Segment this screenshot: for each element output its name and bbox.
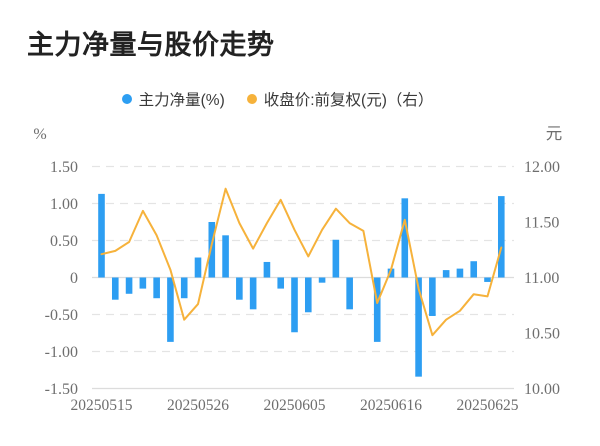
bar-20250603[interactable] [263,261,271,278]
bar-20250623[interactable] [456,268,464,278]
chart-title: 主力净量与股价走势 [27,30,275,60]
bar-20250616[interactable] [387,268,395,278]
left-axis-tick: -0.50 [45,307,78,324]
bar-20250624[interactable] [470,261,478,278]
left-axis-tick: -1.00 [45,344,78,361]
x-axis-labels: 20250515 20250526 20250605 20250616 20250625 [71,397,519,414]
bar-20250613[interactable] [373,277,381,342]
left-axis-tick: -1.50 [45,381,78,398]
bar-20250523[interactable] [180,277,188,299]
x-axis-tick: 20250515 [71,397,133,414]
x-axis-tick: 20250605 [264,397,326,414]
right-axis-tick: 10.00 [524,381,560,398]
x-axis-tick: 20250625 [457,397,519,414]
right-axis-unit: 元 [546,125,563,143]
bar-20250519[interactable] [125,277,133,294]
bar-20250626[interactable] [497,196,505,278]
bar-20250516[interactable] [111,277,119,300]
bar-20250619[interactable] [429,277,436,316]
bars-main-net-volume [98,193,505,377]
bar-20250528[interactable] [222,235,229,278]
legend-item-main-net-volume[interactable]: 主力净量(%) [121,88,225,110]
bar-20250520[interactable] [139,277,147,289]
bar-20250625[interactable] [484,277,491,282]
legend-label-close-price: 收盘价:前复权(元)（右） [263,92,434,109]
bar-20250605[interactable] [291,277,298,333]
bar-20250618[interactable] [415,277,422,377]
right-axis-tick: 12.00 [524,159,560,176]
legend-dot-yellow-icon [246,94,257,104]
bar-20250617[interactable] [401,198,409,278]
bar-20250604[interactable] [277,277,285,289]
gridlines [92,165,514,390]
close-price-line[interactable] [100,187,503,337]
x-axis-tick: 20250616 [360,397,422,414]
right-axis-tick: 11.00 [524,270,559,287]
legend-item-close-price[interactable]: 收盘价:前复权(元)（右） [246,88,434,110]
bar-20250526[interactable] [194,257,202,278]
left-axis-unit: % [33,126,46,143]
bar-20250610[interactable] [332,239,340,278]
bar-20250620[interactable] [442,270,450,278]
left-axis-tick: 1.00 [50,196,78,213]
x-axis-tick: 20250526 [167,397,229,414]
bar-20250609[interactable] [318,277,326,283]
right-axis-labels: 12.00 11.50 11.00 10.50 10.00 元 [524,125,562,398]
bar-20250527[interactable] [208,222,216,278]
bar-20250530[interactable] [249,277,257,310]
chart-legend: 主力净量(%) 收盘价:前复权(元)（右） [0,88,555,110]
left-axis-labels: 1.50 1.00 0.50 0 -0.50 -1.00 -1.50% [33,126,78,398]
bar-20250521[interactable] [153,277,160,299]
left-axis-tick: 0 [70,270,78,287]
bar-20250606[interactable] [304,277,312,313]
bar-20250515[interactable] [98,193,105,278]
bar-20250522[interactable] [167,277,174,342]
right-axis-tick: 10.50 [524,326,560,343]
bar-20250529[interactable] [236,277,243,300]
legend-dot-blue-icon [121,94,132,104]
left-axis-tick: 1.50 [50,159,78,176]
bar-20250611[interactable] [346,277,353,310]
left-axis-tick: 0.50 [50,233,78,250]
legend-label-main-net-volume: 主力净量(%) [138,92,225,109]
right-axis-tick: 11.50 [524,215,559,232]
